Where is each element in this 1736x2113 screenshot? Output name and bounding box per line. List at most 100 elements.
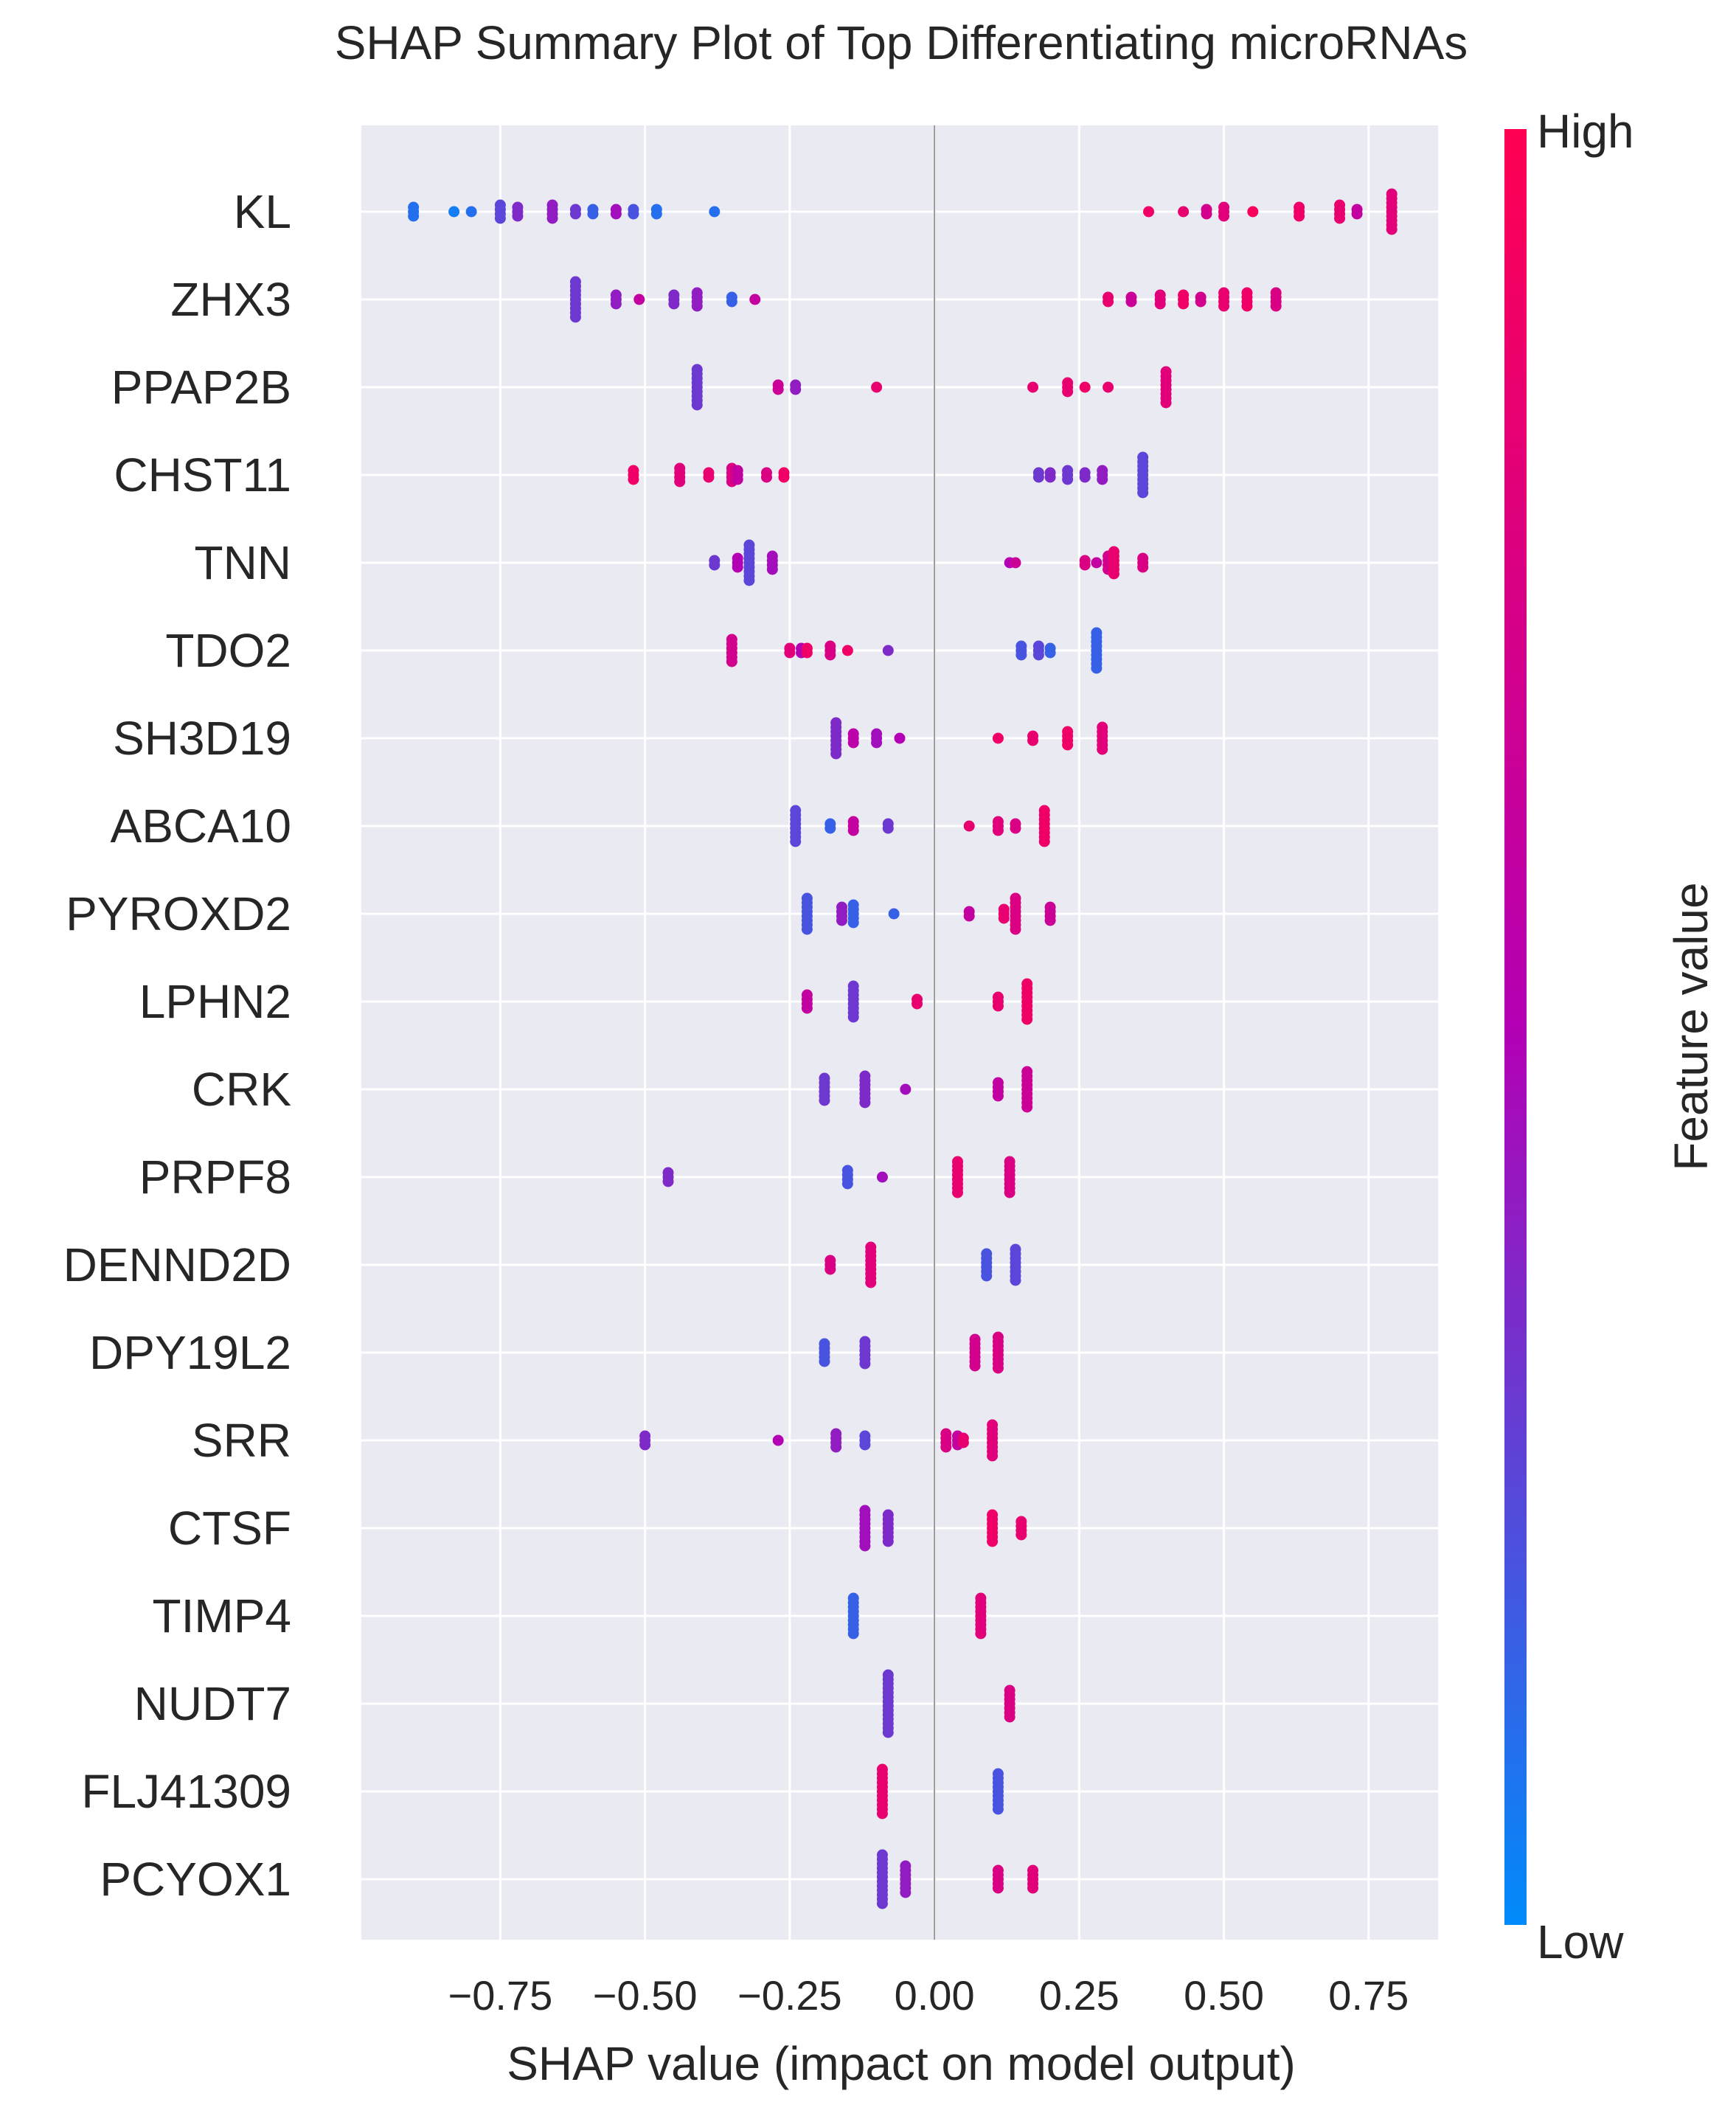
x-tick-label: 0.25 (1039, 1972, 1119, 2019)
shap-point (969, 1360, 981, 1372)
shap-point (691, 399, 703, 411)
shap-point (876, 1808, 888, 1819)
shap-point (1386, 223, 1398, 235)
shap-point (569, 208, 581, 220)
shap-point (900, 1887, 912, 1898)
shap-point (569, 311, 581, 323)
shap-point (824, 649, 836, 661)
shap-point (830, 1441, 842, 1453)
shap-point (1027, 735, 1039, 746)
shap-point (650, 208, 662, 220)
x-tick-label: 0.75 (1328, 1972, 1409, 2019)
shap-point (1032, 649, 1044, 661)
shap-point (1201, 208, 1212, 220)
feature-label: CTSF (168, 1502, 291, 1555)
shap-point (610, 208, 622, 220)
shap-point (587, 208, 599, 220)
shap-point (1108, 568, 1119, 580)
shap-point (1178, 206, 1190, 218)
shap-point (662, 1176, 674, 1187)
shap-point (1062, 386, 1074, 398)
colorbar-low-label: Low (1537, 1915, 1624, 1968)
shap-point (1079, 471, 1091, 483)
shap-point (766, 563, 778, 575)
shap-point (876, 1171, 888, 1183)
shap-point (639, 1439, 651, 1451)
shap-point (912, 998, 923, 1010)
feature-label: TIMP4 (153, 1589, 291, 1642)
shap-point (749, 294, 761, 305)
shap-point (1091, 557, 1103, 569)
shap-point (732, 473, 743, 485)
shap-point (824, 822, 836, 834)
shap-point (628, 208, 639, 220)
x-tick-label: −0.75 (448, 1972, 553, 2019)
shap-point (1091, 662, 1103, 674)
shap-point (992, 1882, 1004, 1894)
shap-point (494, 212, 506, 224)
x-tick-label: 0.50 (1184, 1972, 1264, 2019)
feature-label: ZHX3 (170, 273, 291, 326)
shap-point (1218, 210, 1230, 222)
shap-point (1125, 296, 1137, 308)
feature-label: PPAP2B (111, 361, 291, 414)
shap-point (951, 1187, 963, 1198)
x-tick-label: −0.50 (593, 1972, 698, 2019)
feature-label: PRPF8 (139, 1151, 291, 1204)
shap-point (1044, 915, 1056, 926)
shap-point (778, 471, 790, 483)
shap-point (1010, 1274, 1021, 1286)
shap-point (1103, 381, 1114, 393)
feature-label: FLJ41309 (81, 1765, 291, 1818)
shap-point (992, 1000, 1004, 1012)
feature-label: CRK (192, 1063, 291, 1116)
shap-point (1021, 1101, 1033, 1113)
shap-point (981, 1270, 993, 1282)
shap-point (732, 561, 743, 573)
plot-area (361, 125, 1438, 1940)
shap-point (633, 294, 645, 305)
shap-point (992, 1803, 1004, 1815)
shap-point (408, 210, 420, 222)
shap-point (836, 915, 848, 926)
feature-labels: KL ZHX3 PPAP2B CHST11 TNN TDO2 SH3D19 ABCA10 PYR… (63, 185, 291, 1906)
shap-point (882, 822, 894, 834)
shap-point (628, 473, 639, 485)
shap-point (790, 836, 802, 847)
shap-point (801, 647, 813, 659)
shap-point (859, 1439, 871, 1451)
shap-point (847, 1628, 859, 1640)
shap-point (1079, 381, 1091, 393)
feature-label: TNN (194, 536, 291, 589)
shap-point (1143, 206, 1155, 218)
shap-point (546, 212, 558, 224)
feature-label: PCYOX1 (100, 1853, 291, 1906)
shap-point (859, 1540, 871, 1552)
shap-point (992, 825, 1004, 836)
shap-point (1247, 206, 1259, 218)
shap-point (992, 1090, 1004, 1102)
shap-point (772, 384, 784, 395)
shap-point (957, 1437, 969, 1448)
shap-point (790, 384, 802, 395)
shap-point (1010, 822, 1021, 834)
feature-label: SH3D19 (113, 712, 291, 765)
shap-point (1010, 923, 1021, 935)
shap-point (876, 1898, 888, 1909)
shap-point (819, 1356, 830, 1367)
shap-point (709, 206, 721, 218)
shap-point (847, 737, 859, 749)
shap-point (465, 206, 477, 218)
shap-point (882, 1536, 894, 1547)
shap-point (760, 471, 772, 483)
data-points (408, 188, 1398, 1909)
shap-point (894, 732, 906, 744)
shap-point (963, 820, 975, 832)
x-tick-label: −0.25 (737, 1972, 842, 2019)
shap-point (709, 559, 721, 571)
shap-point (1294, 210, 1305, 222)
shap-point (1137, 487, 1149, 499)
shap-point (448, 206, 460, 218)
shap-point (819, 1094, 830, 1106)
